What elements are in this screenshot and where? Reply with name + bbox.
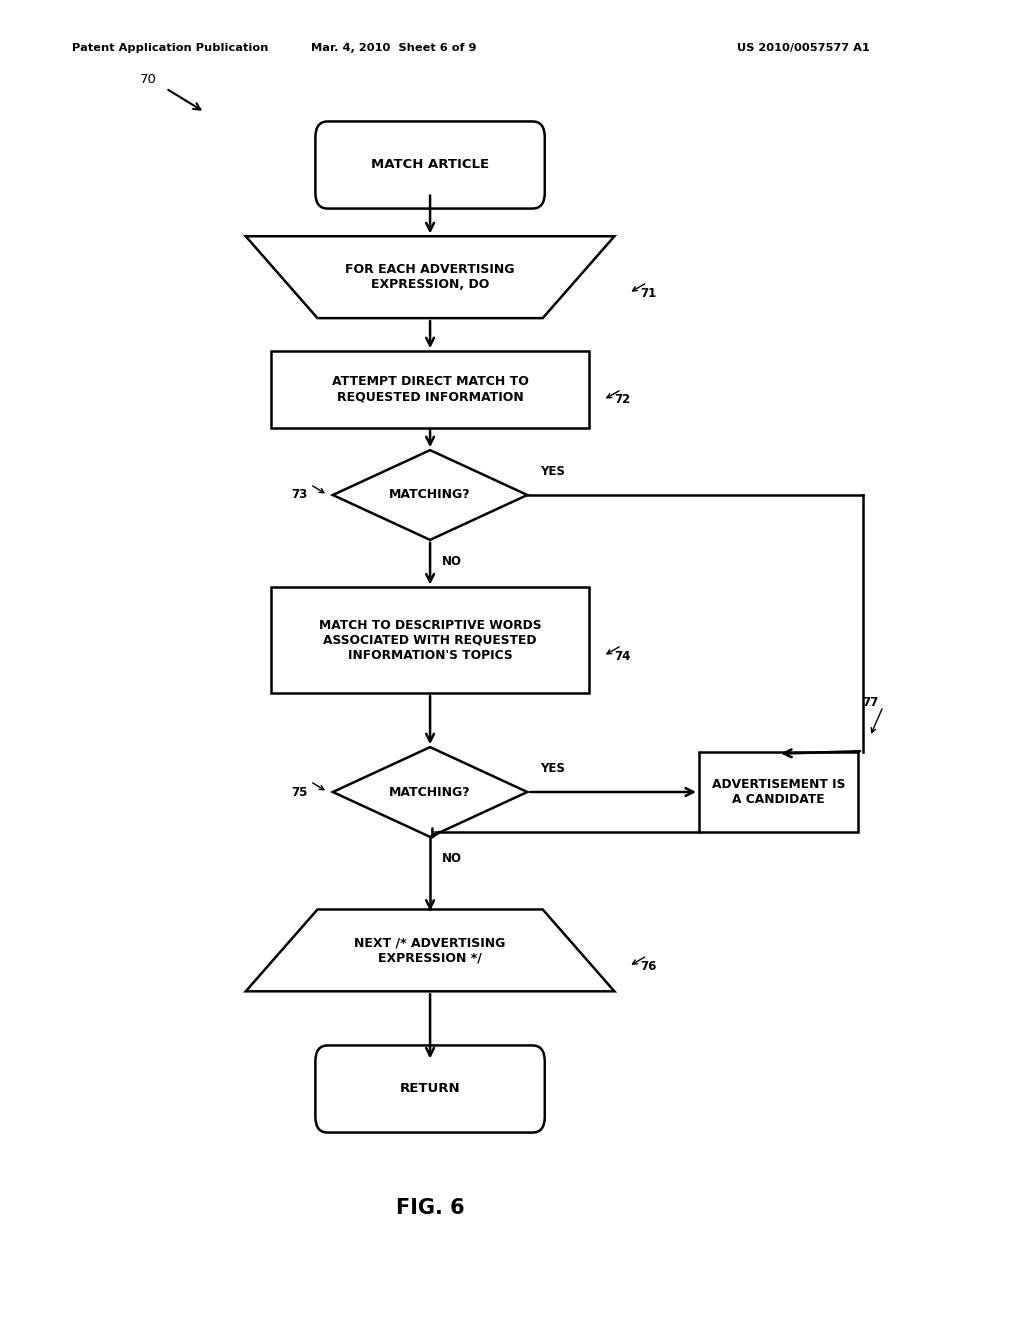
Text: NO: NO (442, 851, 463, 865)
Text: FIG. 6: FIG. 6 (395, 1197, 465, 1218)
Text: Patent Application Publication: Patent Application Publication (72, 42, 268, 53)
FancyBboxPatch shape (315, 1045, 545, 1133)
Text: 72: 72 (614, 393, 631, 407)
Text: MATCHING?: MATCHING? (389, 488, 471, 502)
Text: 71: 71 (640, 286, 656, 300)
Text: NEXT /* ADVERTISING
EXPRESSION */: NEXT /* ADVERTISING EXPRESSION */ (354, 936, 506, 965)
Text: MATCH ARTICLE: MATCH ARTICLE (371, 158, 489, 172)
Bar (698, 752, 858, 832)
Text: US 2010/0057577 A1: US 2010/0057577 A1 (737, 42, 870, 53)
FancyBboxPatch shape (315, 121, 545, 209)
Text: Mar. 4, 2010  Sheet 6 of 9: Mar. 4, 2010 Sheet 6 of 9 (311, 42, 477, 53)
Polygon shape (333, 747, 527, 837)
Text: 70: 70 (140, 73, 157, 86)
Polygon shape (246, 236, 614, 318)
Text: YES: YES (540, 465, 564, 478)
Text: 76: 76 (640, 960, 656, 973)
Polygon shape (246, 909, 614, 991)
Text: 73: 73 (291, 488, 307, 502)
Bar (271, 351, 589, 428)
Text: 77: 77 (862, 696, 879, 709)
Text: RETURN: RETURN (399, 1082, 461, 1096)
Polygon shape (333, 450, 527, 540)
Bar (271, 587, 589, 693)
Text: ADVERTISEMENT IS
A CANDIDATE: ADVERTISEMENT IS A CANDIDATE (712, 777, 845, 807)
Text: 74: 74 (614, 649, 631, 663)
Text: FOR EACH ADVERTISING
EXPRESSION, DO: FOR EACH ADVERTISING EXPRESSION, DO (345, 263, 515, 292)
Text: MATCH TO DESCRIPTIVE WORDS
ASSOCIATED WITH REQUESTED
INFORMATION'S TOPICS: MATCH TO DESCRIPTIVE WORDS ASSOCIATED WI… (318, 619, 542, 661)
Text: MATCHING?: MATCHING? (389, 785, 471, 799)
Text: 75: 75 (291, 785, 307, 799)
Text: ATTEMPT DIRECT MATCH TO
REQUESTED INFORMATION: ATTEMPT DIRECT MATCH TO REQUESTED INFORM… (332, 375, 528, 404)
Text: NO: NO (442, 554, 463, 568)
Text: YES: YES (540, 762, 564, 775)
